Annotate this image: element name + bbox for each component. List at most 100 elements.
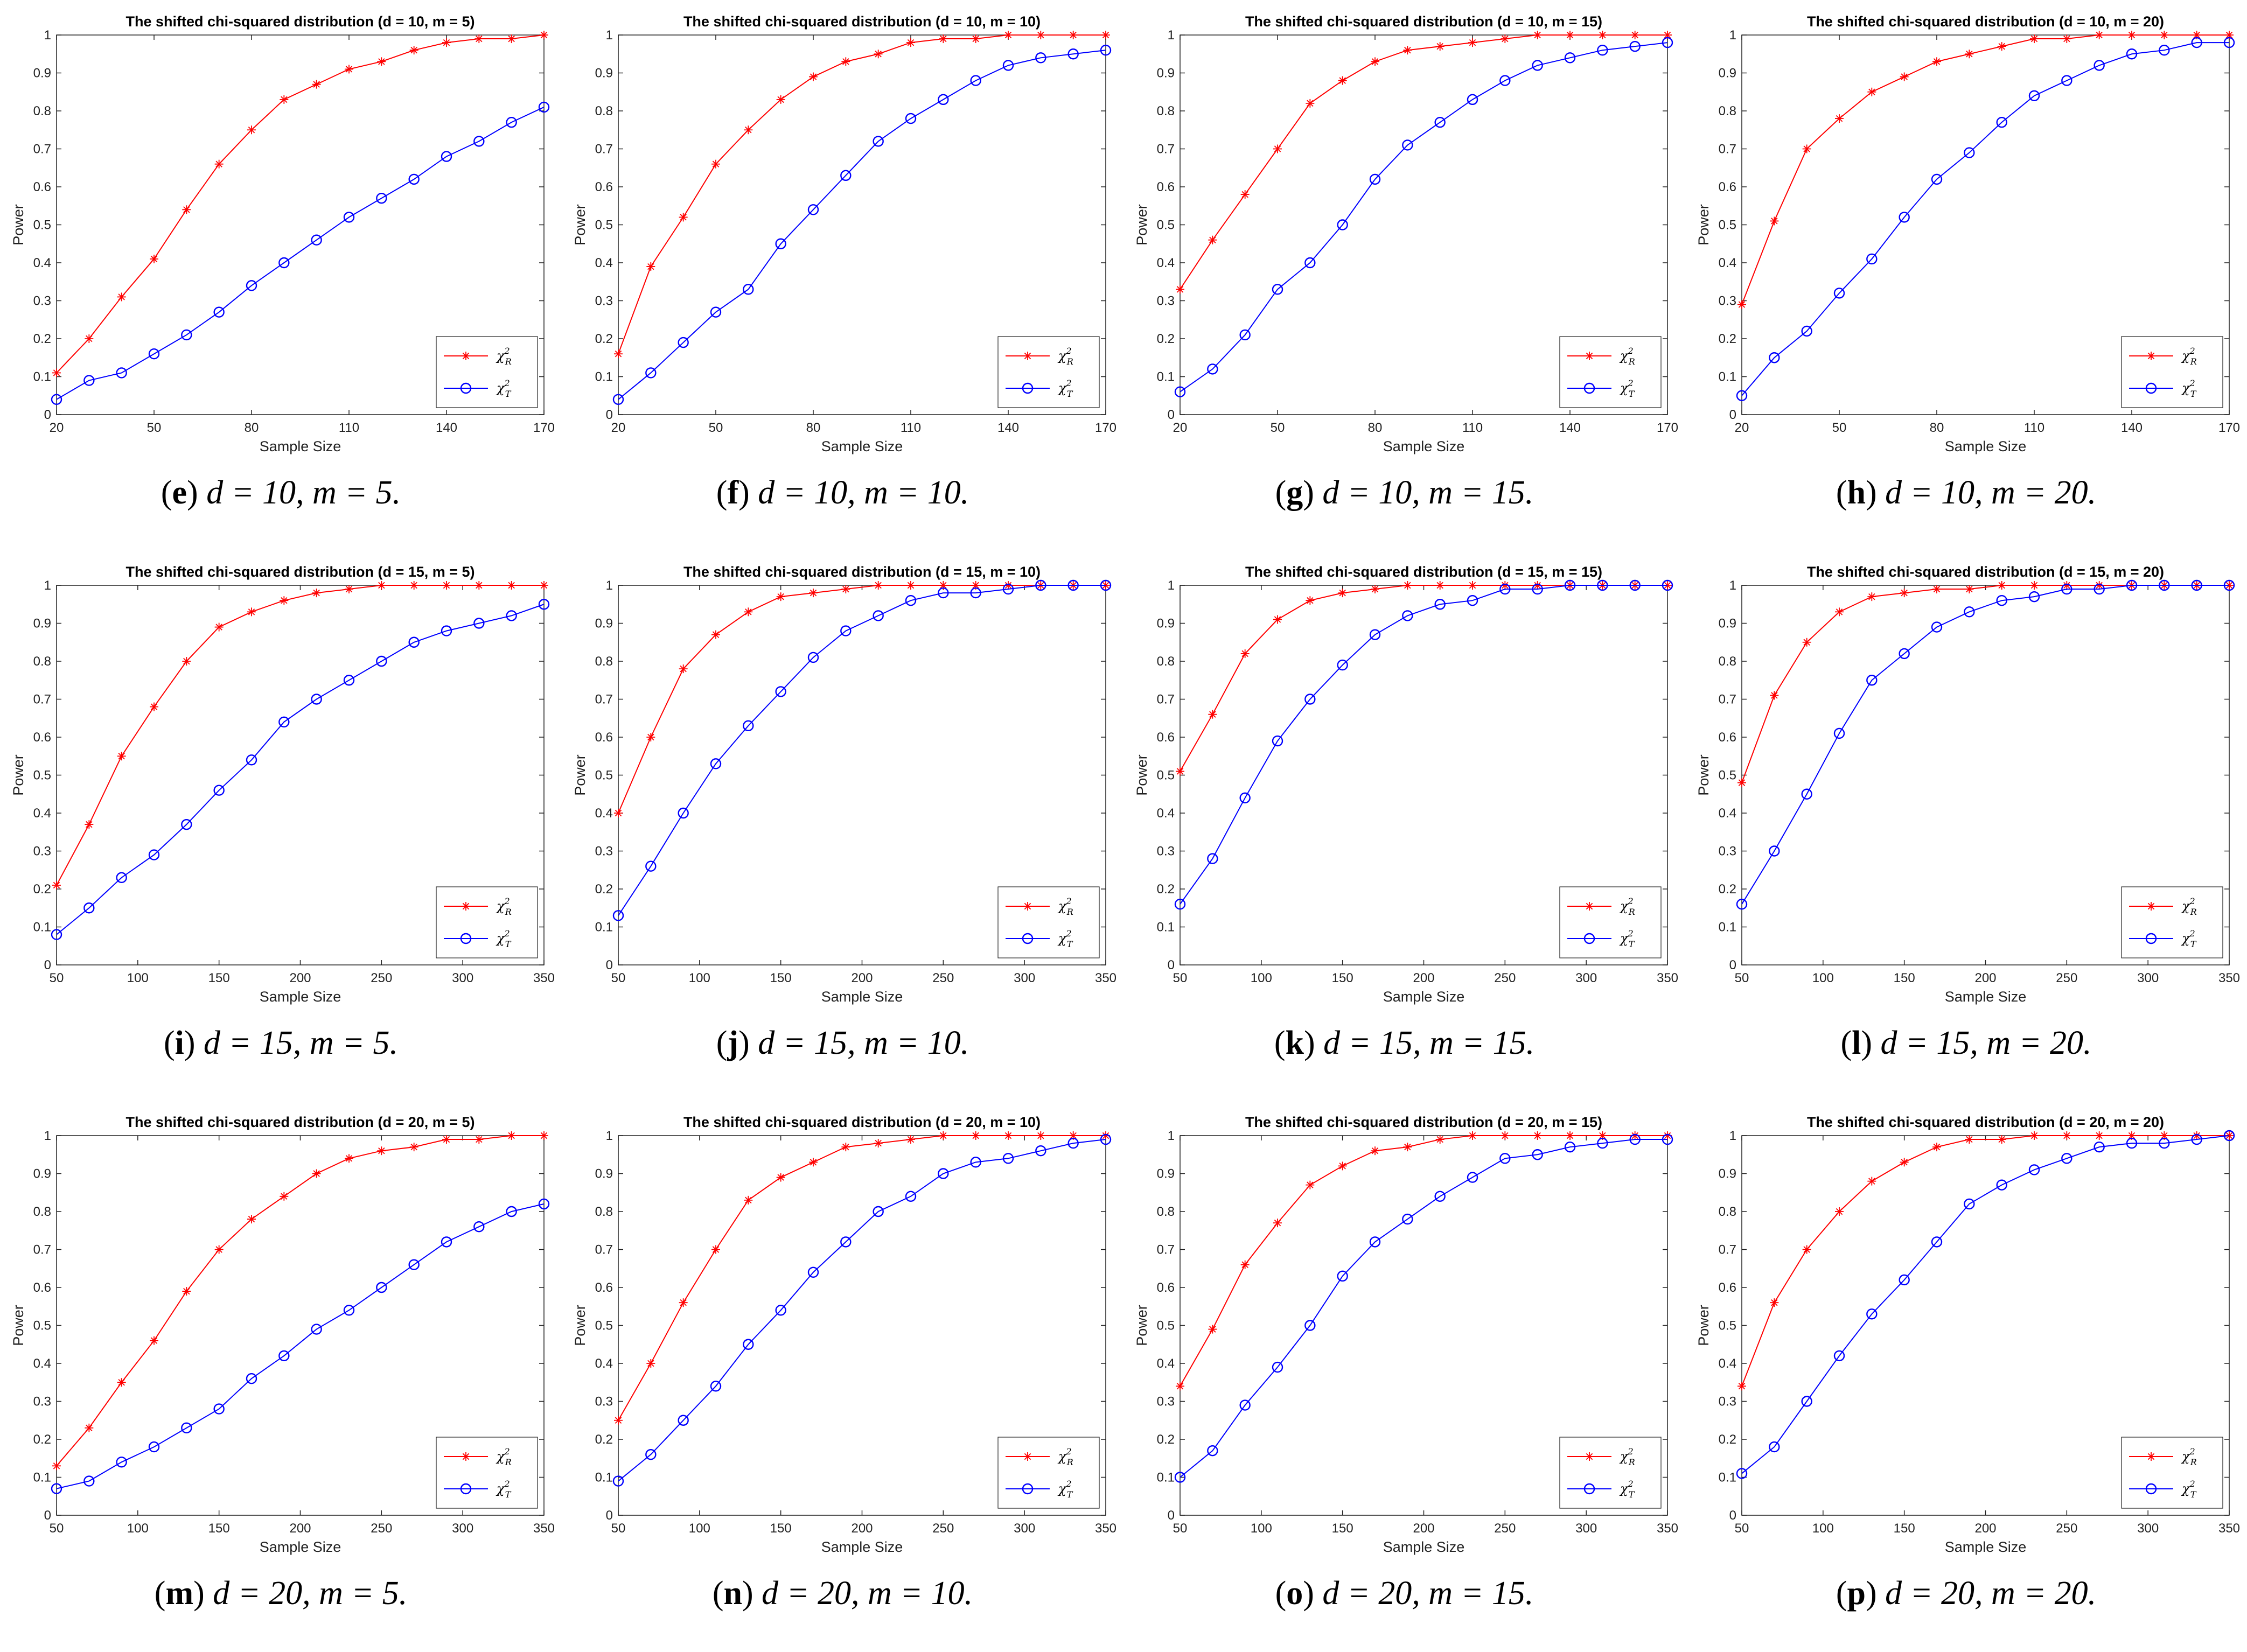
data-point-t <box>2191 1133 2202 1145</box>
caption-math: d = 20, m = 15. <box>1322 1575 1534 1612</box>
data-point-t <box>376 1282 387 1293</box>
data-point-t <box>343 212 355 223</box>
y-axis-label: Power <box>1695 204 1712 246</box>
y-tick-label: 0.1 <box>33 920 51 935</box>
legend-label: χ2 T <box>1619 928 1635 949</box>
y-tick-label: 0 <box>1168 1508 1175 1523</box>
data-point-r <box>474 34 484 44</box>
data-point-r <box>744 607 753 617</box>
data-point-t <box>1100 44 1112 56</box>
y-tick-label: 0.9 <box>33 66 51 81</box>
x-axis-label: Sample Size <box>1945 438 2027 454</box>
data-point-t <box>1769 352 1780 363</box>
data-point-t <box>873 610 884 621</box>
panel-caption: (k) d = 15, m = 15. <box>1124 1024 1685 1062</box>
legend: χ2 R χ2 T <box>1559 886 1662 958</box>
y-tick-label: 0.2 <box>595 1432 613 1447</box>
y-tick-label: 0.7 <box>1157 1243 1175 1257</box>
y-tick-label: 0.3 <box>1157 1395 1175 1409</box>
legend-label: χ2 T <box>2181 378 2197 399</box>
data-point-r <box>646 1359 655 1368</box>
x-tick-label: 100 <box>1251 1521 1272 1536</box>
data-point-t <box>473 136 485 147</box>
y-tick-label: 0.6 <box>33 730 51 745</box>
legend-label: χ2 T <box>1057 1479 1073 1500</box>
legend-label: χ2 T <box>2181 928 2197 949</box>
data-point-t <box>970 587 981 599</box>
data-point-r <box>1176 1382 1184 1391</box>
y-tick-label: 0.6 <box>33 1280 51 1295</box>
data-point-t <box>807 652 819 663</box>
x-tick-label: 350 <box>1095 971 1116 985</box>
y-tick-label: 0.6 <box>1157 1280 1175 1295</box>
y-tick-label: 0.2 <box>1719 882 1736 897</box>
chart-title: The shifted chi-squared distribution (d … <box>1245 1114 1602 1130</box>
data-point-t <box>2061 75 2072 86</box>
data-point-r <box>85 334 94 343</box>
y-tick-label: 0.4 <box>1157 1356 1175 1371</box>
legend-label: χ2 R <box>1619 1446 1635 1467</box>
series-line-t <box>1180 1139 1667 1478</box>
legend-circle-marker <box>1022 1483 1034 1495</box>
y-tick-label: 0.4 <box>595 256 613 270</box>
data-point-t <box>1866 1308 1878 1320</box>
caption-math: d = 15, m = 15. <box>1323 1025 1535 1061</box>
x-tick-label: 250 <box>932 971 954 985</box>
y-tick-label: 0.7 <box>1719 1243 1736 1257</box>
data-point-t <box>1100 579 1112 591</box>
caption-math: d = 10, m = 5. <box>206 474 401 511</box>
y-tick-label: 0.2 <box>33 882 51 897</box>
data-point-r <box>442 1135 451 1144</box>
x-tick-label: 140 <box>436 421 457 435</box>
data-point-r <box>679 664 688 674</box>
data-point-r <box>809 72 818 81</box>
x-tick-label: 200 <box>851 1521 873 1536</box>
data-point-t <box>1769 845 1780 857</box>
data-point-t <box>441 151 452 162</box>
x-tick-label: 110 <box>339 421 359 435</box>
legend-label: χ2 R <box>2181 1446 2197 1467</box>
data-point-r <box>345 1154 353 1163</box>
data-point-r <box>971 1131 980 1140</box>
data-point-t <box>1304 694 1316 705</box>
x-tick-label: 140 <box>997 421 1019 435</box>
y-tick-label: 0.7 <box>1719 142 1736 157</box>
y-tick-label: 0.8 <box>1719 654 1736 669</box>
chart-panel-l: The shifted chi-squared distribution (d … <box>1685 550 2247 1101</box>
data-point-t <box>1597 579 1608 591</box>
y-tick-label: 0.2 <box>33 332 51 346</box>
caption-math: d = 20, m = 10. <box>762 1575 973 1612</box>
data-point-t <box>807 1266 819 1278</box>
y-tick-label: 0.5 <box>1157 1319 1175 1333</box>
legend-circle-marker <box>460 1483 472 1495</box>
data-point-t <box>1499 583 1511 595</box>
data-point-t <box>408 636 420 648</box>
y-axis-label: Power <box>1134 1305 1150 1346</box>
panel-caption: (p) d = 20, m = 20. <box>1685 1574 2247 1613</box>
data-point-t <box>1736 1468 1748 1479</box>
caption-math: d = 10, m = 15. <box>1322 474 1534 511</box>
legend-circle-marker <box>1022 382 1034 394</box>
y-tick-label: 0.3 <box>1719 1395 1736 1409</box>
y-tick-label: 0.5 <box>595 218 613 233</box>
data-point-t <box>148 1441 160 1453</box>
y-tick-label: 0.3 <box>595 844 613 859</box>
data-point-t <box>51 394 62 405</box>
legend-circle-marker <box>2145 382 2157 394</box>
data-point-t <box>2061 1153 2072 1164</box>
data-point-t <box>83 375 95 386</box>
x-axis-label: Sample Size <box>1383 438 1465 454</box>
y-tick-label: 0 <box>606 1508 613 1523</box>
x-tick-label: 50 <box>1735 971 1749 985</box>
data-point-r <box>1240 190 1250 199</box>
data-point-r <box>474 581 484 590</box>
legend-label: χ2 R <box>1057 896 1073 917</box>
data-point-r <box>1468 581 1477 590</box>
data-point-r <box>280 596 289 605</box>
data-point-r <box>117 752 126 761</box>
chart-title: The shifted chi-squared distribution (d … <box>1807 564 2164 580</box>
data-point-t <box>2191 579 2202 591</box>
y-tick-label: 0.1 <box>1719 920 1736 935</box>
data-point-t <box>1899 212 1910 223</box>
